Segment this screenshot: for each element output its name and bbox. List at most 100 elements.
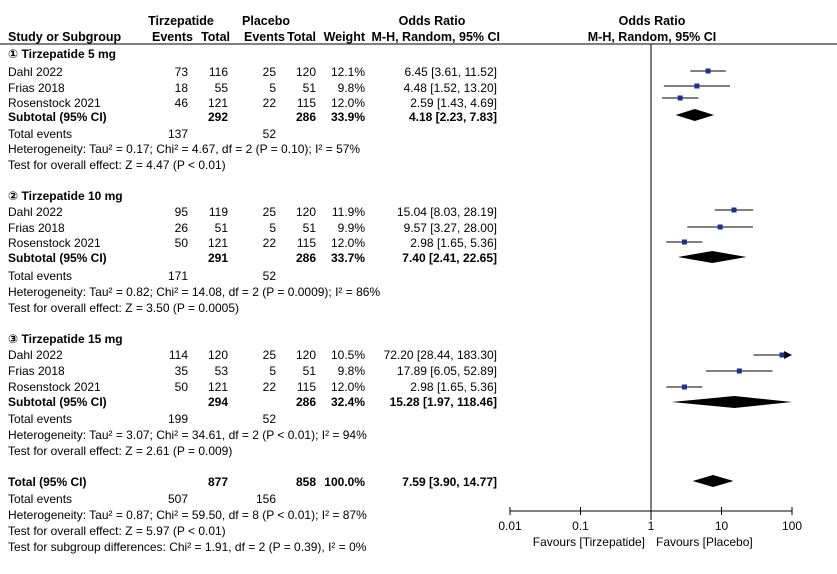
total-t: 53 bbox=[215, 364, 229, 378]
or-ci: 15.28 [1.97, 118.46] bbox=[390, 395, 497, 409]
total-events-label: Total events bbox=[8, 127, 72, 141]
point-estimate bbox=[736, 368, 742, 374]
x-tick-label: 10 bbox=[715, 519, 729, 533]
table-row: Dahl 2022 73 116 25 120 12.1% 6.45 [3.61… bbox=[8, 65, 497, 79]
total-p: 120 bbox=[296, 205, 316, 219]
x-tick-label: 0.1 bbox=[572, 519, 589, 533]
total-events-label: Total events bbox=[8, 492, 72, 506]
events-p: 5 bbox=[269, 364, 276, 378]
or-ci: 17.89 [6.05, 52.89] bbox=[397, 364, 497, 378]
weight: 33.9% bbox=[331, 110, 365, 124]
total-p: 286 bbox=[296, 395, 316, 409]
header-plot-method: M-H, Random, 95% CI bbox=[588, 30, 717, 44]
header-col-total-p: Total bbox=[287, 30, 316, 44]
total-row: Total (95% CI) 877 858 100.0% 7.59 [3.90… bbox=[8, 475, 497, 489]
or-ci: 15.04 [8.03, 28.19] bbox=[397, 205, 497, 219]
events-p: 25 bbox=[263, 348, 277, 362]
table-row: Frias 2018 35 53 5 51 9.8% 17.89 [6.05, … bbox=[8, 364, 497, 378]
total-events-row: Total events 137 52 bbox=[8, 127, 276, 141]
weight: 33.7% bbox=[331, 251, 365, 265]
events-t: 26 bbox=[175, 221, 189, 235]
or-ci: 2.98 [1.65, 5.36] bbox=[410, 380, 497, 394]
total-p: 51 bbox=[303, 81, 317, 95]
total-p: 115 bbox=[297, 96, 316, 110]
total-p: 51 bbox=[303, 221, 317, 235]
total-t: 121 bbox=[208, 380, 228, 394]
weight: 12.0% bbox=[331, 236, 365, 250]
study-name: Dahl 2022 bbox=[8, 65, 63, 79]
subtotal-diamond bbox=[675, 109, 715, 121]
total-t: 121 bbox=[208, 96, 228, 110]
or-ci: 6.45 [3.61, 11.52] bbox=[404, 65, 497, 79]
or-ci: 2.59 [1.43, 4.69] bbox=[410, 96, 497, 110]
events-p: 5 bbox=[269, 221, 276, 235]
heterogeneity-text: Heterogeneity: Tau² = 0.82; Chi² = 14.08… bbox=[8, 285, 380, 299]
plot-area: 0.01 0.1 1 10 100 Favours [Tirzepatide] Favo… bbox=[498, 44, 802, 549]
total-events-label: Total events bbox=[8, 412, 72, 426]
header-or-method: M-H, Random, 95% CI bbox=[372, 30, 501, 44]
events-t: 137 bbox=[168, 127, 188, 141]
header-col-events-t: Events bbox=[152, 30, 193, 44]
events-t: 171 bbox=[168, 269, 188, 283]
overall-effect-text: Test for overall effect: Z = 3.50 (P = 0… bbox=[8, 301, 239, 315]
events-t: 507 bbox=[168, 492, 188, 506]
ci-arrow bbox=[784, 351, 792, 359]
study-name: Frias 2018 bbox=[8, 364, 65, 378]
point-estimate bbox=[717, 224, 723, 230]
events-t: 114 bbox=[169, 348, 188, 362]
study-marker-group bbox=[661, 95, 699, 101]
subgroup-2: ② Tirzepatide 10 mg Dahl 2022 95 119 25 … bbox=[8, 189, 497, 315]
subgroup-differences-text: Test for subgroup differences: Chi² = 1.… bbox=[8, 540, 367, 554]
study-name: Dahl 2022 bbox=[8, 348, 63, 362]
study-name: Rosenstock 2021 bbox=[8, 96, 101, 110]
study-marker-group bbox=[714, 207, 754, 213]
total-t: 51 bbox=[215, 221, 229, 235]
study-name: Frias 2018 bbox=[8, 81, 65, 95]
table-row: Dahl 2022 95 119 25 120 11.9% 15.04 [8.0… bbox=[8, 205, 497, 219]
study-marker-group bbox=[666, 384, 703, 390]
overall-effect-text: Test for overall effect: Z = 5.97 (P < 0… bbox=[8, 524, 226, 538]
total-t: 292 bbox=[208, 110, 228, 124]
header-or-title: Odds Ratio bbox=[399, 14, 466, 28]
events-p: 52 bbox=[263, 127, 277, 141]
total-t: 291 bbox=[208, 251, 228, 265]
total-p: 120 bbox=[296, 65, 316, 79]
total-p: 858 bbox=[296, 475, 316, 489]
total-events-row: Total events 507 156 bbox=[8, 492, 276, 506]
weight: 12.1% bbox=[331, 65, 365, 79]
overall-total: Total (95% CI) 877 858 100.0% 7.59 [3.90… bbox=[8, 475, 497, 554]
total-t: 116 bbox=[209, 65, 228, 79]
subtotal-row: Subtotal (95% CI) 291 286 33.7% 7.40 [2.… bbox=[8, 251, 497, 265]
subtotal-diamond bbox=[677, 251, 747, 263]
table-row: Frias 2018 18 55 5 51 9.8% 4.48 [1.52, 1… bbox=[8, 81, 497, 95]
x-tick-label: 100 bbox=[782, 519, 802, 533]
or-ci: 9.57 [3.27, 28.00] bbox=[404, 221, 497, 235]
subtotal-diamond bbox=[671, 396, 792, 408]
point-estimate bbox=[694, 83, 700, 89]
study-marker-group bbox=[663, 83, 731, 89]
study-name: Rosenstock 2021 bbox=[8, 236, 101, 250]
or-ci: 2.98 [1.65, 5.36] bbox=[410, 236, 497, 250]
table-row: Rosenstock 2021 50 121 22 115 12.0% 2.98… bbox=[8, 236, 497, 250]
events-t: 95 bbox=[175, 205, 189, 219]
table-row: Dahl 2022 114 120 25 120 10.5% 72.20 [28… bbox=[8, 348, 497, 362]
point-estimate bbox=[681, 384, 687, 390]
weight: 9.8% bbox=[338, 364, 366, 378]
study-marker-group bbox=[690, 68, 726, 74]
header-col-weight: Weight bbox=[324, 30, 366, 44]
header-col-events-p: Events bbox=[244, 30, 285, 44]
heterogeneity-text: Heterogeneity: Tau² = 3.07; Chi² = 34.61… bbox=[8, 428, 367, 442]
or-ci: 7.40 [2.41, 22.65] bbox=[402, 251, 497, 265]
events-p: 22 bbox=[263, 380, 277, 394]
subgroup-title: ③ Tirzepatide 15 mg bbox=[8, 332, 123, 346]
study-marker-group bbox=[687, 224, 754, 230]
weight: 11.9% bbox=[332, 205, 365, 219]
table-header: Tirzepatide Placebo Odds Ratio Odds Rati… bbox=[8, 14, 716, 44]
total-t: 120 bbox=[208, 348, 228, 362]
overall-effect-text: Test for overall effect: Z = 2.61 (P = 0… bbox=[8, 444, 232, 458]
x-tick-label: 0.01 bbox=[498, 519, 522, 533]
total-p: 51 bbox=[303, 364, 317, 378]
point-estimate bbox=[779, 352, 785, 358]
events-p: 25 bbox=[263, 205, 277, 219]
